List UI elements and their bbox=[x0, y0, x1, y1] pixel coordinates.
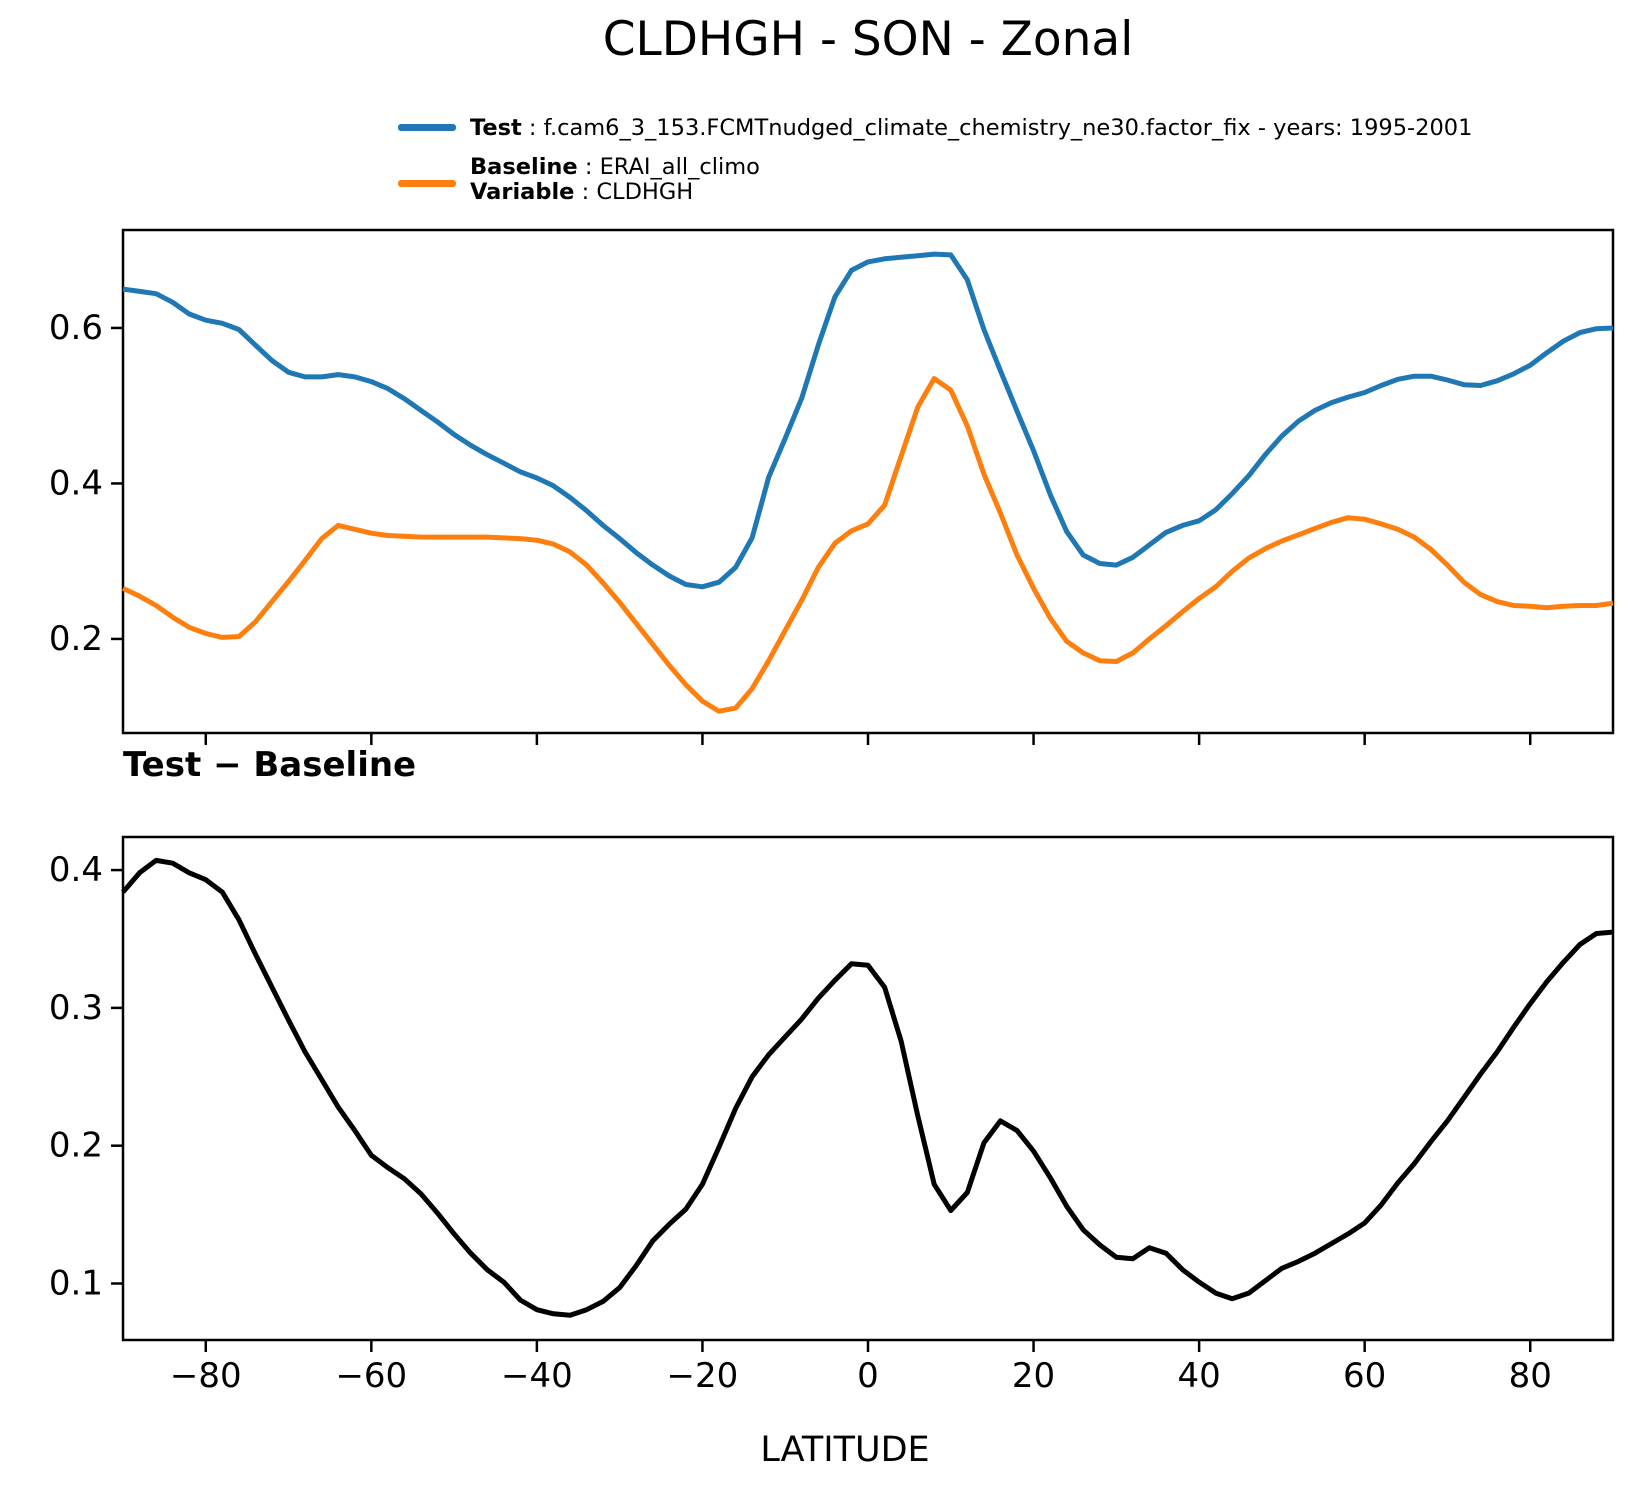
chart-title: CLDHGH - SON - Zonal bbox=[602, 12, 1134, 67]
x-tick-label: 20 bbox=[1012, 1356, 1055, 1396]
series-line-baseline bbox=[121, 376, 1614, 714]
legend-test-entry: Test : f.cam6_3_153.FCMTnudged_climate_c… bbox=[470, 116, 1472, 141]
series-line-test-baseline bbox=[121, 857, 1614, 1318]
panel-spines bbox=[121, 835, 1615, 1342]
legend-variable-row: Variable : CLDHGH bbox=[470, 180, 760, 205]
legend-baseline-row: Baseline : ERAI_all_climo bbox=[470, 155, 760, 180]
y-tick-label: 0.2 bbox=[49, 1126, 103, 1166]
panel-spines bbox=[121, 228, 1615, 735]
legend-variable-value: : CLDHGH bbox=[574, 179, 694, 205]
bottom-panel-difference: −80 −60 −40 −20 0 20 40 60 80 0.1 0.2 0.3 0.4 bbox=[49, 835, 1615, 1396]
x-tick-label: 80 bbox=[1509, 1356, 1552, 1396]
legend-variable-label: Variable bbox=[470, 179, 575, 205]
x-tick-label: 0 bbox=[857, 1356, 879, 1396]
x-tick-label: −40 bbox=[501, 1356, 573, 1396]
legend-baseline-line-swatch bbox=[398, 180, 456, 187]
difference-panel-title: Test − Baseline bbox=[123, 745, 417, 785]
x-tick-label: 60 bbox=[1343, 1356, 1386, 1396]
x-tick-label: −80 bbox=[170, 1356, 242, 1396]
legend-baseline-label: Baseline bbox=[470, 154, 578, 180]
series-line-test bbox=[122, 251, 1614, 590]
top-panel-test-vs-baseline: 0.2 0.4 0.6 bbox=[49, 228, 1615, 745]
y-tick-label: 0.4 bbox=[49, 463, 103, 503]
x-tick-label: 40 bbox=[1177, 1356, 1220, 1396]
y-tick-label: 0.2 bbox=[49, 619, 103, 659]
legend-test-line-swatch bbox=[398, 124, 456, 131]
legend-baseline-value: : ERAI_all_climo bbox=[577, 154, 760, 180]
legend-test-value: : f.cam6_3_153.FCMTnudged_climate_chemis… bbox=[521, 115, 1473, 141]
y-tick-label: 0.4 bbox=[49, 850, 103, 890]
x-tick-label: −20 bbox=[667, 1356, 739, 1396]
legend-baseline-entry: Baseline : ERAI_all_climo Variable : CLD… bbox=[470, 155, 760, 205]
y-tick-label: 0.3 bbox=[49, 988, 103, 1028]
legend-test-label: Test bbox=[470, 115, 522, 141]
y-tick-label: 0.6 bbox=[49, 308, 103, 348]
y-tick-label: 0.1 bbox=[49, 1263, 103, 1303]
x-tick-label: −60 bbox=[335, 1356, 407, 1396]
x-axis-label: LATITUDE bbox=[760, 1430, 930, 1470]
